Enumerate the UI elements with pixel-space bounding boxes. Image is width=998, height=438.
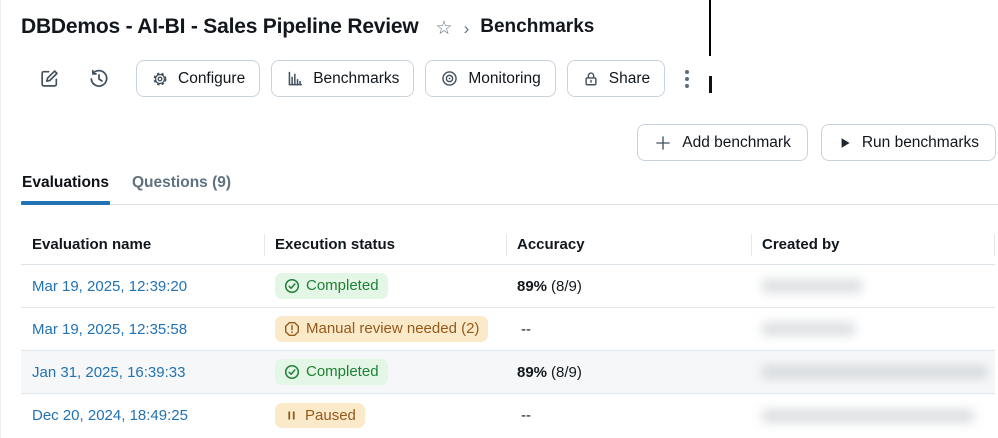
- created-by-cell: [751, 408, 995, 423]
- benchmarks-label: Benchmarks: [313, 69, 400, 87]
- evaluation-name-link[interactable]: Mar 19, 2025, 12:35:58: [32, 320, 188, 338]
- evaluation-name-link[interactable]: Jan 31, 2025, 16:39:33: [32, 363, 186, 381]
- add-benchmark-button[interactable]: Add benchmark: [637, 124, 808, 161]
- benchmarks-button[interactable]: Benchmarks: [271, 60, 415, 97]
- table-row: Dec 20, 2024, 18:49:25 Paused --: [21, 394, 995, 437]
- redacted-user-name: [762, 279, 862, 293]
- evaluation-name-link[interactable]: Dec 20, 2024, 18:49:25: [32, 407, 188, 424]
- configure-button[interactable]: Configure: [136, 60, 261, 97]
- monitoring-label: Monitoring: [468, 69, 541, 87]
- toolbar: Configure Benchmarks Monitoring: [21, 60, 978, 97]
- created-by-cell: [751, 365, 995, 379]
- tab-questions[interactable]: Questions (9): [132, 174, 232, 191]
- lock-icon: [582, 70, 600, 88]
- monitoring-target-icon: [440, 69, 459, 88]
- redacted-user-name: [762, 408, 974, 423]
- status-badge: Paused: [275, 402, 365, 429]
- kebab-menu-icon[interactable]: [681, 66, 693, 92]
- warning-octagon-icon: [285, 322, 299, 336]
- check-circle-icon: [284, 278, 300, 294]
- table-row: Jan 31, 2025, 16:39:33 Completed 89% (8/…: [21, 351, 995, 394]
- add-benchmark-label: Add benchmark: [682, 133, 791, 151]
- share-button[interactable]: Share: [566, 60, 666, 97]
- edit-icon[interactable]: [37, 67, 61, 91]
- pause-icon: [288, 411, 295, 420]
- share-label: Share: [608, 69, 651, 87]
- column-header-created-by[interactable]: Created by: [751, 225, 995, 264]
- play-icon: [838, 136, 852, 150]
- column-header-evaluation-name[interactable]: Evaluation name: [32, 236, 152, 253]
- status-badge: Manual review needed (2): [275, 316, 489, 342]
- check-circle-icon: [284, 364, 300, 380]
- configure-label: Configure: [178, 69, 246, 87]
- run-benchmarks-button[interactable]: Run benchmarks: [820, 124, 996, 161]
- created-by-cell: [751, 322, 995, 336]
- accuracy-cell: 89% (8/9): [517, 277, 582, 295]
- accuracy-cell: --: [521, 320, 531, 338]
- history-icon[interactable]: [87, 67, 111, 91]
- run-benchmarks-label: Run benchmarks: [861, 133, 979, 151]
- plus-icon: [654, 134, 672, 152]
- screenshot-artifact-line: [709, 76, 712, 93]
- evaluations-table: Evaluation name Execution status Accurac…: [21, 225, 995, 437]
- table-row: Mar 19, 2025, 12:35:58 Manual review nee…: [21, 308, 995, 351]
- tab-evaluations[interactable]: Evaluations: [21, 169, 110, 205]
- screenshot-artifact-line: [709, 0, 711, 56]
- bar-chart-icon: [286, 70, 304, 88]
- column-header-accuracy[interactable]: Accuracy: [506, 225, 751, 264]
- favorite-star-icon[interactable]: ☆: [435, 17, 453, 39]
- page-title: DBDemos - AI-BI - Sales Pipeline Review: [21, 15, 419, 38]
- column-header-execution-status[interactable]: Execution status: [264, 225, 506, 264]
- accuracy-cell: --: [521, 407, 531, 424]
- redacted-user-name: [762, 322, 855, 336]
- breadcrumb-chevron-icon: ›: [463, 18, 470, 38]
- benchmark-actions: Add benchmark Run benchmarks: [21, 124, 996, 161]
- table-header-row: Evaluation name Execution status Accurac…: [21, 225, 995, 265]
- monitoring-button[interactable]: Monitoring: [425, 60, 556, 97]
- redacted-user-name: [762, 365, 988, 379]
- status-badge: Completed: [275, 273, 388, 299]
- breadcrumb-current: Benchmarks: [480, 16, 595, 37]
- accuracy-cell: 89% (8/9): [517, 363, 582, 381]
- evaluation-name-link[interactable]: Mar 19, 2025, 12:39:20: [32, 277, 188, 295]
- table-row: Mar 19, 2025, 12:39:20 Completed 89% (8/…: [21, 265, 995, 308]
- page-header: DBDemos - AI-BI - Sales Pipeline Review …: [1, 0, 998, 39]
- created-by-cell: [751, 279, 995, 293]
- gear-icon: [151, 70, 169, 88]
- tab-bar: Evaluations Questions (9): [21, 169, 998, 205]
- status-badge: Completed: [275, 359, 388, 385]
